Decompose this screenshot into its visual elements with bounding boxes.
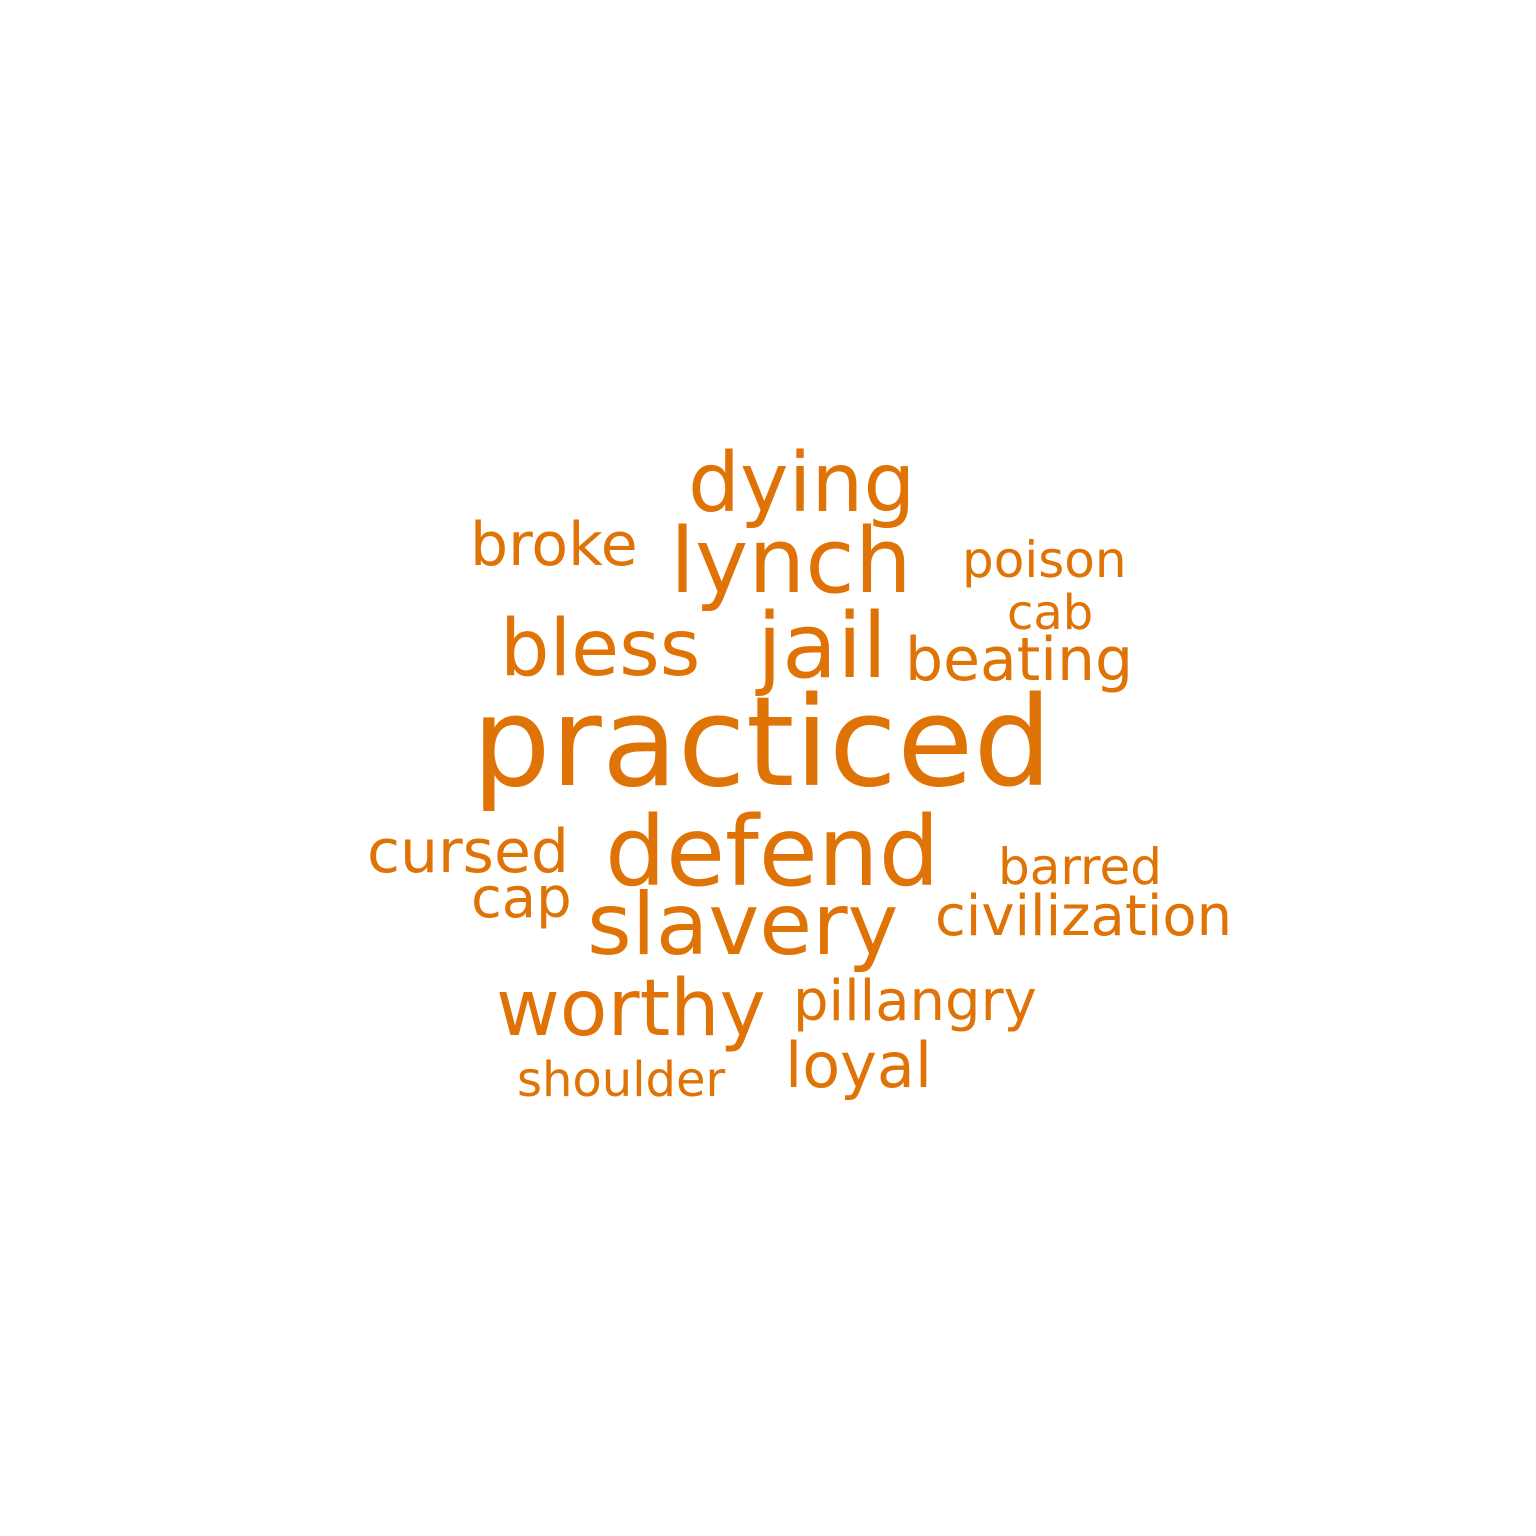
word-beating: beating <box>905 625 1134 695</box>
word-barred: barred <box>998 838 1163 896</box>
word-worthy: worthy <box>496 964 766 1054</box>
word-poison: poison <box>962 531 1127 589</box>
word-civilization: civilization <box>935 884 1233 949</box>
word-pillangry: pillangry <box>793 969 1037 1034</box>
word-bless: bless <box>500 604 701 694</box>
word-jail: jail <box>757 594 888 699</box>
word-loyal: loyal <box>785 1029 933 1102</box>
word-shoulder: shoulder <box>517 1052 726 1108</box>
word-slavery: slavery <box>587 875 899 975</box>
word-cursed: cursed <box>367 817 569 887</box>
word-defend: defend <box>605 796 940 908</box>
word-cap: cap <box>471 866 572 931</box>
word-practiced: practiced <box>472 671 1053 815</box>
word-broke: broke <box>470 510 638 580</box>
word-dying: dying <box>688 436 916 531</box>
word-cab: cab <box>1007 585 1094 641</box>
word-lynch: lynch <box>670 509 912 614</box>
